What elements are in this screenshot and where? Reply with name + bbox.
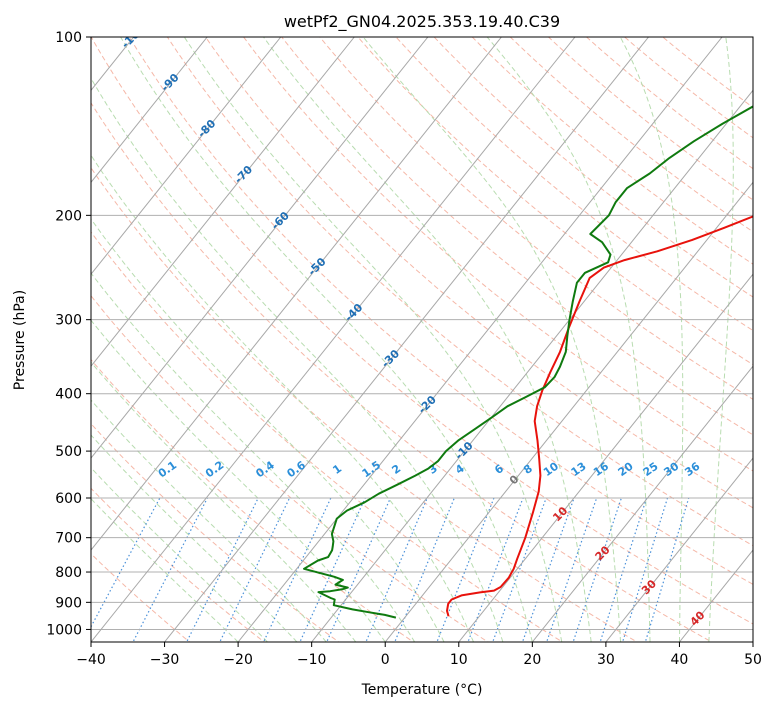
dry-adiabat bbox=[91, 231, 564, 642]
x-axis-ticks: −40 −30 −20 −10 0 10 20 30 40 50 bbox=[76, 642, 762, 668]
mixing-ratio-line bbox=[365, 497, 428, 642]
dry-adiabat bbox=[204, 37, 753, 509]
mixing-ratio-line bbox=[132, 497, 208, 642]
dry-adiabat bbox=[91, 101, 713, 642]
y-tick-label: 700 bbox=[55, 531, 82, 547]
mixing-ratio-line bbox=[644, 497, 690, 642]
moist-adiabat bbox=[486, 37, 651, 642]
dry-adiabat bbox=[433, 37, 753, 298]
moist-adiabat bbox=[91, 434, 298, 642]
dry-adiabat bbox=[357, 37, 753, 366]
y-tick-label: 100 bbox=[55, 30, 82, 46]
x-tick-label: 20 bbox=[523, 652, 541, 668]
dry-adiabat bbox=[128, 37, 753, 585]
isotherm-line bbox=[91, 37, 502, 551]
dry-adiabat bbox=[91, 166, 639, 642]
dry-adiabat bbox=[585, 37, 753, 170]
x-tick-label: 0 bbox=[381, 652, 390, 668]
isotherm-line bbox=[531, 365, 753, 642]
plot-frame bbox=[90, 36, 754, 643]
dry-adiabat bbox=[243, 37, 753, 472]
x-tick-label: 50 bbox=[744, 652, 762, 668]
isotherm-line bbox=[91, 37, 429, 459]
mixing-ratio-line bbox=[546, 497, 598, 642]
isotherm-line bbox=[458, 273, 753, 642]
isotherm-line bbox=[164, 37, 649, 642]
moist-adiabat bbox=[362, 37, 622, 642]
mixing-ratio-line bbox=[262, 497, 332, 642]
moist-adiabat bbox=[91, 154, 474, 642]
x-tick-label: −30 bbox=[150, 652, 180, 668]
x-tick-label: 40 bbox=[671, 652, 689, 668]
dry-adiabat bbox=[395, 37, 753, 332]
moist-adiabat bbox=[91, 77, 504, 642]
dry-adiabat bbox=[623, 37, 753, 139]
moist-adiabat bbox=[91, 272, 416, 642]
y-axis-label: Pressure (hPa) bbox=[12, 290, 28, 390]
chart-title: wetPf2_GN04.2025.353.19.40.C39 bbox=[284, 12, 560, 32]
dry-adiabat bbox=[319, 37, 753, 400]
dry-adiabat bbox=[281, 37, 753, 436]
moist-adiabat bbox=[91, 361, 357, 642]
moist-adiabat bbox=[91, 218, 445, 642]
mixing-ratio-line bbox=[599, 497, 648, 642]
isotherm-line bbox=[311, 89, 753, 642]
y-tick-label: 1000 bbox=[46, 622, 82, 638]
sounding-profiles bbox=[303, 105, 753, 619]
moist-adiabat bbox=[263, 37, 592, 642]
moist-adiabat bbox=[183, 37, 563, 642]
y-tick-label: 300 bbox=[55, 313, 82, 329]
mixing-ratio-line bbox=[299, 497, 366, 642]
x-tick-label: −20 bbox=[223, 652, 253, 668]
dewpoint-profile-line bbox=[303, 105, 753, 619]
mixing-ratio-line bbox=[572, 497, 622, 642]
x-tick-label: 30 bbox=[597, 652, 615, 668]
x-tick-label: −10 bbox=[297, 652, 327, 668]
moist-adiabat bbox=[708, 37, 734, 642]
isotherm-line bbox=[91, 37, 208, 184]
dry-adiabat bbox=[509, 37, 753, 233]
x-tick-label: −40 bbox=[76, 652, 106, 668]
mixing-ratio-line bbox=[621, 497, 669, 642]
moist-adiabat bbox=[120, 37, 533, 642]
y-tick-label: 800 bbox=[55, 565, 82, 581]
dry-adiabat bbox=[471, 37, 753, 265]
x-axis-label: Temperature (°C) bbox=[361, 682, 483, 698]
isotherm-line bbox=[91, 37, 355, 367]
y-axis-ticks: 100 200 300 400 500 600 700 800 900 1000 bbox=[46, 30, 91, 638]
moist-adiabat bbox=[91, 466, 268, 642]
mixing-ratio-line bbox=[219, 497, 291, 642]
y-tick-label: 900 bbox=[55, 595, 82, 611]
y-tick-label: 400 bbox=[55, 387, 82, 403]
y-tick-label: 500 bbox=[55, 444, 82, 460]
moist-adiabat bbox=[619, 37, 684, 642]
isotherm-line bbox=[91, 37, 282, 276]
mixing-ratio-line bbox=[185, 497, 259, 642]
isotherm-line bbox=[237, 37, 723, 642]
x-tick-label: 10 bbox=[450, 652, 468, 668]
mixing-ratio-line bbox=[394, 497, 455, 642]
isotherm-line bbox=[605, 457, 753, 642]
y-tick-label: 600 bbox=[55, 491, 82, 507]
moist-adiabat bbox=[91, 399, 327, 642]
moist-adiabat bbox=[91, 319, 386, 642]
mixing-ratio-line bbox=[326, 497, 391, 642]
dry-adiabat bbox=[91, 358, 415, 642]
temperature-profile-line bbox=[446, 215, 753, 617]
dry-adiabat bbox=[166, 37, 753, 547]
y-tick-label: 200 bbox=[55, 208, 82, 224]
background-lines bbox=[91, 37, 753, 642]
isotherm-line bbox=[384, 181, 753, 642]
isotherm-line bbox=[91, 37, 576, 642]
